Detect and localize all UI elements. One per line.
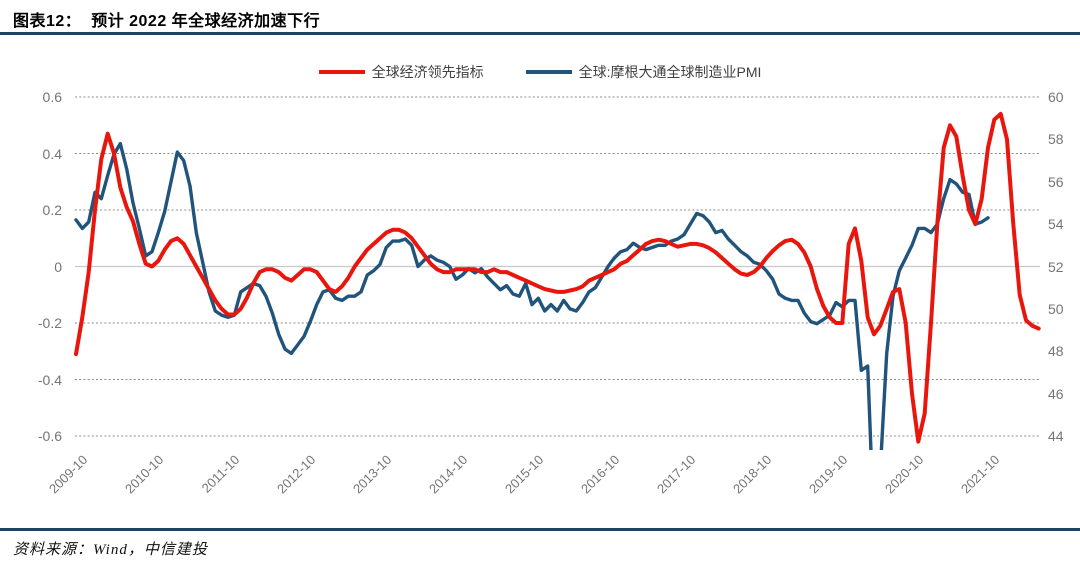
y-axis-tick-right: 60 — [1048, 89, 1064, 105]
y-axis-tick-right: 54 — [1048, 216, 1064, 233]
y-axis-tick-right: 50 — [1048, 300, 1064, 317]
y-axis-tick-left: 0.4 — [42, 145, 62, 162]
y-axis-tick-right: 58 — [1048, 131, 1064, 148]
y-axis-tick-left: -0.4 — [37, 371, 62, 388]
legend-item-pmi: 全球:摩根大通全球制造业PMI — [525, 62, 762, 82]
source-note: 资料来源：Wind，中信建投 — [13, 542, 208, 558]
y-axis-tick-right: 56 — [1048, 173, 1064, 190]
y-axis-tick-right: 48 — [1048, 343, 1064, 360]
footer-rule — [0, 528, 1080, 531]
y-axis-tick-left: -0.2 — [37, 315, 62, 331]
legend-swatch-red-line — [318, 70, 365, 74]
legend: 全球经济领先指标 全球:摩根大通全球制造业PMI — [0, 62, 1080, 82]
legend-label-pmi: 全球:摩根大通全球制造业PMI — [578, 64, 762, 80]
y-axis-tick-left: 0 — [54, 258, 62, 275]
series-pmi-line — [74, 141, 990, 450]
legend-swatch-blue-line — [525, 70, 572, 74]
y-axis-tick-left: -0.6 — [37, 428, 62, 444]
legend-item-leading-indicator: 全球经济领先指标 — [318, 62, 484, 82]
y-axis-tick-left: 0.6 — [42, 89, 62, 105]
y-axis-tick-right: 44 — [1048, 428, 1064, 444]
y-axis-tick-right: 46 — [1048, 385, 1064, 402]
y-axis-tick-right: 52 — [1048, 258, 1064, 275]
series-leading-indicator-line — [74, 111, 1041, 444]
legend-label-leading-indicator: 全球经济领先指标 — [371, 64, 484, 80]
figure-title: 图表12： 预计 2022 年全球经济加速下行 — [13, 13, 321, 30]
title-rule — [0, 32, 1080, 35]
y-axis-tick-left: 0.2 — [42, 202, 62, 218]
